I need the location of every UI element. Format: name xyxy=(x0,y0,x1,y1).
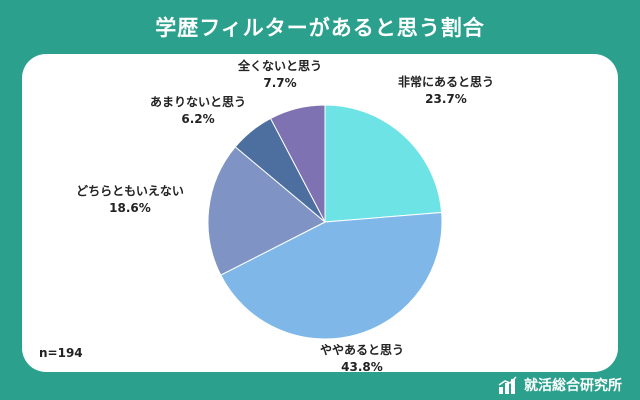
brand-name: 就活総合研究所 xyxy=(524,378,622,394)
brand-footer: 就活総合研究所 xyxy=(498,375,622,395)
chart-card: 非常にあると思う 23.7% ややあると思う 43.8% どちらともいえない 18.6% あ… xyxy=(22,54,618,372)
slice-value-label: 6.2% xyxy=(181,112,214,126)
pie-slice xyxy=(207,146,326,276)
slice-label: 非常にあると思う xyxy=(398,74,494,89)
slice-value-label: 18.6% xyxy=(109,201,151,215)
slice-label: ややあると思う xyxy=(320,343,404,357)
slice-value-label: 7.7% xyxy=(263,76,296,90)
pie-slice xyxy=(220,211,443,340)
pie-labels: 非常にあると思う 23.7% ややあると思う 43.8% どちらともいえない 18.6% あ… xyxy=(76,58,494,372)
slice-label: 全くないと思う xyxy=(237,58,322,73)
sample-size-label: n=194 xyxy=(39,346,83,360)
slice-label: どちらともいえない xyxy=(76,184,184,198)
chart-title: 学歴フィルターがあると思う割合 xyxy=(155,16,485,40)
slice-value-label: 43.8% xyxy=(341,360,383,372)
slice-label: あまりないと思う xyxy=(150,95,246,109)
pie-slice xyxy=(269,104,326,223)
pie-chart: 非常にあると思う 23.7% ややあると思う 43.8% どちらともいえない 18.6% あ… xyxy=(76,58,494,372)
bar-chart-logo-icon xyxy=(498,376,517,394)
pie-slice xyxy=(324,104,443,223)
pie-slices xyxy=(207,104,443,340)
slice-value-label: 23.7% xyxy=(425,92,467,106)
